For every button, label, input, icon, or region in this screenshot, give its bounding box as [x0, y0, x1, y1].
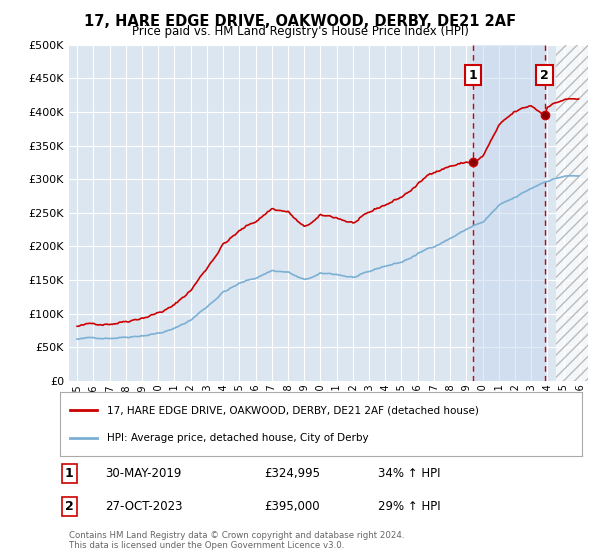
- Text: 2: 2: [65, 500, 73, 514]
- Text: 1: 1: [65, 466, 73, 480]
- Text: 17, HARE EDGE DRIVE, OAKWOOD, DERBY, DE21 2AF (detached house): 17, HARE EDGE DRIVE, OAKWOOD, DERBY, DE2…: [107, 405, 479, 415]
- Text: 27-OCT-2023: 27-OCT-2023: [105, 500, 182, 514]
- Text: £395,000: £395,000: [264, 500, 320, 514]
- Text: 17, HARE EDGE DRIVE, OAKWOOD, DERBY, DE21 2AF: 17, HARE EDGE DRIVE, OAKWOOD, DERBY, DE2…: [84, 14, 516, 29]
- Text: HPI: Average price, detached house, City of Derby: HPI: Average price, detached house, City…: [107, 433, 368, 444]
- Bar: [473, 45, 545, 381]
- Text: 30-MAY-2019: 30-MAY-2019: [105, 466, 181, 480]
- Bar: [556, 45, 588, 381]
- Text: 34% ↑ HPI: 34% ↑ HPI: [378, 466, 440, 480]
- Bar: [556, 45, 588, 381]
- Text: 29% ↑ HPI: 29% ↑ HPI: [378, 500, 440, 514]
- Text: £324,995: £324,995: [264, 466, 320, 480]
- Text: 1: 1: [469, 68, 478, 82]
- Text: Contains HM Land Registry data © Crown copyright and database right 2024.
This d: Contains HM Land Registry data © Crown c…: [69, 530, 404, 550]
- Text: 2: 2: [540, 68, 549, 82]
- Text: Price paid vs. HM Land Registry's House Price Index (HPI): Price paid vs. HM Land Registry's House …: [131, 25, 469, 38]
